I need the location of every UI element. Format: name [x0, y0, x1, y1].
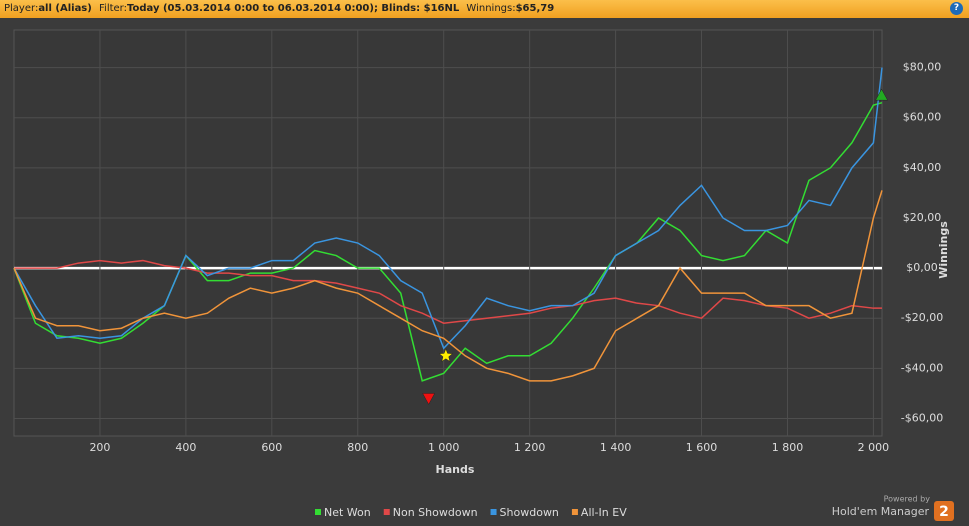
marker: [422, 393, 436, 405]
winnings: $65,79: [515, 3, 555, 14]
y-tick-label: -$20,00: [901, 311, 943, 324]
winnings-label: Winnings:: [466, 3, 516, 14]
y-tick-label: -$40,00: [901, 361, 943, 374]
product: Hold'em Manager: [832, 505, 930, 518]
plot-area: [13, 29, 883, 437]
player-label: Player:: [4, 3, 39, 14]
x-tick-label: 200: [89, 441, 110, 454]
marker: [875, 88, 888, 101]
x-tick-label: 800: [347, 441, 368, 454]
logo-number: 2: [939, 504, 949, 520]
header-bar: Player:all (Alias) Filter:Today (05.03.2…: [0, 0, 969, 18]
x-tick-label: 1 200: [514, 441, 546, 454]
y-axis-title: Winnings: [937, 221, 950, 279]
legend-swatch: [571, 509, 578, 515]
x-tick-label: 2 000: [858, 441, 890, 454]
legend-swatch: [315, 509, 321, 515]
y-tick-label: $20,00: [903, 211, 942, 224]
filter: Today (05.03.2014 0:00 to 06.03.2014 0:0…: [127, 3, 460, 14]
player: all (Alias): [38, 3, 92, 14]
y-tick-label: $60,00: [903, 111, 942, 124]
y-tick-label: $0,00: [906, 261, 938, 274]
legend-swatch: [490, 509, 497, 515]
help-button[interactable]: ?: [950, 2, 963, 15]
x-tick-label: 1 000: [428, 441, 460, 454]
x-axis-title: Hands: [436, 463, 475, 476]
chart: Hands Winnings Powered by Hold'em Manage…: [13, 29, 954, 521]
x-tick-label: 600: [261, 441, 282, 454]
legend-label: All-In EV: [581, 506, 627, 519]
marker: [438, 348, 454, 363]
x-tick-label: 1 400: [600, 441, 632, 454]
y-tick-label: $40,00: [903, 161, 942, 174]
y-tick-label: -$60,00: [901, 411, 943, 424]
series-line: [14, 259, 882, 324]
x-tick-label: 1 800: [772, 441, 804, 454]
powered-by: Powered by: [884, 495, 931, 504]
logo: [934, 501, 954, 521]
legend-label: Net Won: [324, 506, 371, 519]
x-tick-label: 400: [175, 441, 196, 454]
x-tick-label: 1 600: [686, 441, 718, 454]
legend-label: Non Showdown: [393, 506, 478, 519]
filter-label: Filter:: [99, 3, 127, 14]
y-tick-label: $80,00: [903, 61, 942, 74]
legend-swatch: [383, 509, 390, 515]
series-line: [13, 190, 883, 382]
legend-label: Showdown: [500, 506, 559, 519]
series-line: [13, 67, 883, 350]
